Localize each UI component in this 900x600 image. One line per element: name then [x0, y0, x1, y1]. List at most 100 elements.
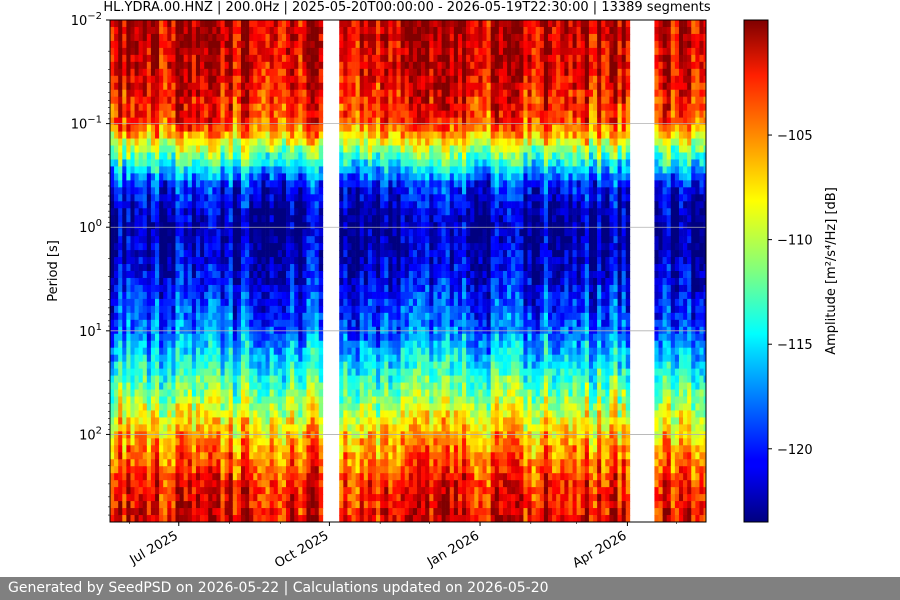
heatmap-cell [118, 75, 123, 84]
heatmap-cell [118, 117, 123, 126]
heatmap-cell [110, 361, 115, 370]
heatmap-cell [212, 382, 217, 391]
heatmap-cell [404, 271, 410, 279]
heatmap-cell [298, 89, 303, 98]
heatmap-cell [400, 236, 406, 244]
heatmap-cell [339, 480, 344, 488]
heatmap-cell [228, 277, 234, 286]
heatmap-cell [175, 159, 180, 168]
heatmap-cell [195, 236, 201, 244]
heatmap-cell [216, 131, 221, 140]
heatmap-cell [277, 305, 283, 314]
heatmap-cell [290, 466, 295, 474]
heatmap-cell [208, 250, 213, 258]
heatmap-cell [273, 229, 279, 237]
heatmap-cell [302, 508, 307, 516]
heatmap-cell [380, 26, 385, 35]
heatmap-cell [396, 284, 401, 293]
heatmap-cell [347, 361, 352, 370]
heatmap-cell [253, 222, 258, 230]
heatmap-cell [404, 138, 410, 147]
heatmap-cell [240, 284, 246, 293]
heatmap-cell [294, 277, 299, 286]
heatmap-cell [371, 103, 377, 112]
heatmap-cell [224, 312, 230, 321]
heatmap-cell [273, 68, 279, 77]
heatmap-cell [245, 424, 250, 432]
heatmap-cell [339, 264, 344, 272]
heatmap-cell [343, 138, 348, 147]
heatmap-cell [224, 459, 230, 467]
heatmap-cell [367, 82, 373, 91]
heatmap-cell [155, 33, 160, 42]
heatmap-cell [384, 40, 389, 49]
heatmap-cell [167, 473, 172, 481]
heatmap-cell [269, 229, 275, 237]
heatmap-cell [163, 347, 168, 356]
heatmap-cell [396, 459, 401, 467]
heatmap-cell [200, 201, 205, 209]
heatmap-cell [302, 487, 307, 495]
heatmap-cell [118, 319, 123, 328]
heatmap-cell [281, 215, 287, 223]
heatmap-cell [175, 424, 180, 432]
heatmap-cell [286, 26, 291, 35]
heatmap-cell [347, 473, 352, 481]
heatmap-cell [118, 452, 123, 460]
heatmap-cell [343, 61, 348, 70]
heatmap-cell [130, 82, 135, 91]
heatmap-cell [318, 333, 324, 342]
heatmap-cell [212, 466, 217, 474]
heatmap-cell [339, 277, 344, 286]
heatmap-cell [130, 96, 135, 105]
heatmap-cell [175, 340, 180, 349]
heatmap-cell [195, 271, 201, 279]
heatmap-cell [208, 438, 213, 446]
heatmap-cell [298, 459, 303, 467]
heatmap-cell [163, 222, 168, 230]
heatmap-cell [114, 438, 119, 446]
heatmap-cell [245, 284, 250, 293]
heatmap-cell [130, 89, 135, 98]
heatmap-cell [306, 480, 311, 488]
heatmap-cell [290, 173, 295, 181]
heatmap-cell [130, 180, 135, 188]
heatmap-cell [236, 117, 242, 126]
heatmap-cell [183, 180, 189, 188]
heatmap-cell [302, 180, 307, 188]
heatmap-cell [138, 347, 144, 356]
heatmap-cell [367, 515, 373, 522]
heatmap-cell [281, 201, 287, 209]
heatmap-cell [122, 396, 127, 405]
heatmap-cell [265, 131, 270, 140]
heatmap-cell [286, 20, 291, 28]
heatmap-cell [281, 333, 287, 342]
heatmap-cell [204, 277, 209, 286]
heatmap-cell [216, 375, 221, 384]
heatmap-cell [224, 61, 230, 70]
heatmap-cell [220, 68, 225, 77]
heatmap-cell [384, 389, 389, 398]
heatmap-cell [134, 54, 139, 63]
heatmap-cell [204, 298, 209, 307]
heatmap-cell [130, 187, 135, 195]
heatmap-cell [122, 382, 127, 391]
heatmap-cell [155, 194, 160, 202]
heatmap-cell [200, 403, 205, 412]
heatmap-cell [175, 131, 180, 140]
heatmap-cell [306, 138, 311, 147]
heatmap-cell [290, 236, 295, 244]
heatmap-cell [253, 410, 258, 419]
heatmap-cell [343, 201, 348, 209]
heatmap-cell [294, 243, 299, 251]
heatmap-cell [208, 75, 213, 84]
heatmap-cell [277, 277, 283, 286]
heatmap-cell [175, 257, 180, 265]
heatmap-cell [232, 312, 238, 321]
heatmap-cell [273, 166, 279, 174]
heatmap-cell [220, 131, 225, 140]
heatmap-cell [159, 152, 164, 161]
heatmap-cell [351, 40, 356, 49]
heatmap-cell [265, 452, 270, 460]
heatmap-cell [306, 257, 311, 265]
